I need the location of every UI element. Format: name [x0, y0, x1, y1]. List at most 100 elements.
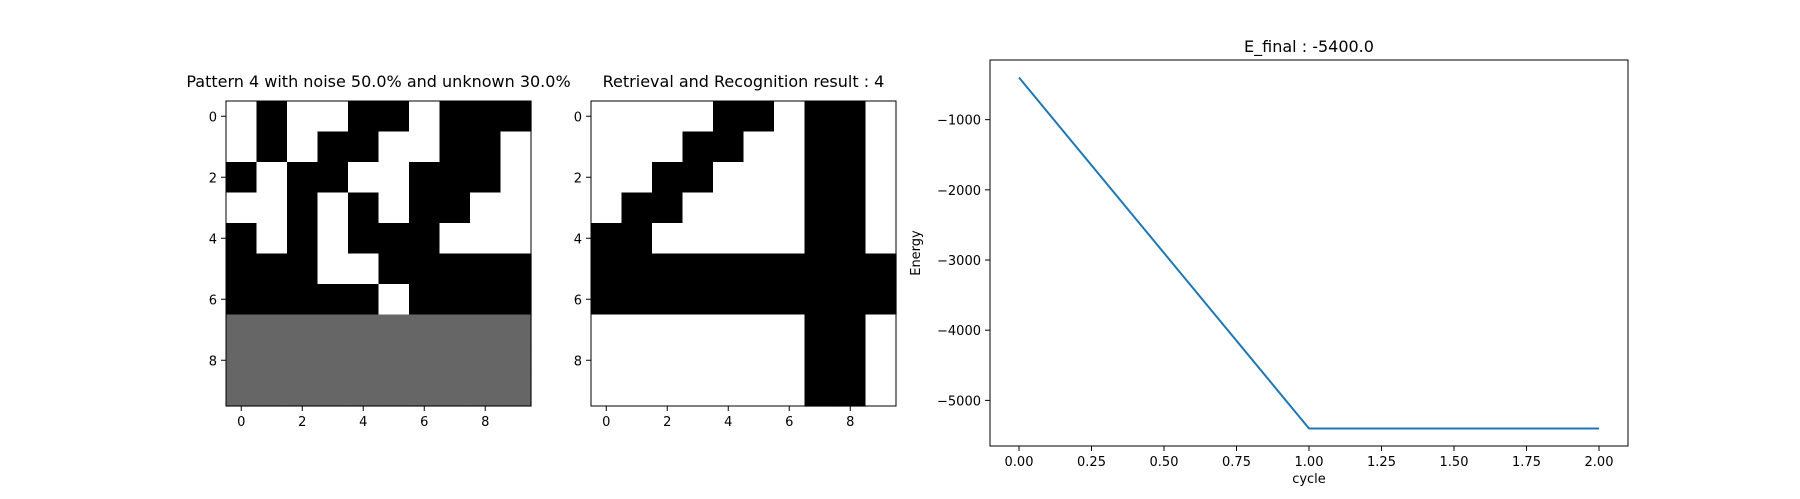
- y-tick-label: 2: [574, 171, 582, 186]
- heatmap-cell: [317, 101, 349, 133]
- heatmap-cell: [682, 375, 714, 407]
- heatmap-cell: [865, 314, 897, 346]
- heatmap-cell: [835, 253, 867, 285]
- heatmap-cell: [835, 223, 867, 255]
- heatmap-cell: [835, 101, 867, 133]
- heatmap-cell: [287, 223, 319, 255]
- heatmap-cell: [500, 314, 532, 346]
- heatmap-cell: [713, 223, 745, 255]
- heatmap-cell: [743, 253, 775, 285]
- heatmap-cell: [439, 314, 471, 346]
- y-tick-label: 0: [209, 110, 217, 125]
- heatmap-cell: [470, 253, 502, 285]
- heatmap-cell: [835, 192, 867, 224]
- heatmap-cell: [378, 284, 410, 316]
- heatmap-cell: [348, 223, 380, 255]
- heatmap-cell: [348, 131, 380, 163]
- heatmap-cell: [470, 162, 502, 194]
- heatmap-cell: [591, 223, 623, 255]
- heatmap-cell: [256, 192, 288, 224]
- y-tick-label: −1000: [937, 114, 981, 129]
- heatmap-cell: [804, 223, 836, 255]
- heatmap-cell: [317, 375, 349, 407]
- heatmap-cell: [621, 375, 653, 407]
- heatmap-cell: [774, 192, 806, 224]
- heatmap-cell: [865, 375, 897, 407]
- heatmap-cell: [409, 131, 441, 163]
- heatmap-cell: [743, 101, 775, 133]
- heatmap-cell: [682, 101, 714, 133]
- heatmap-cell: [226, 223, 258, 255]
- heatmap-frame: [225, 100, 532, 407]
- y-tick-label: 8: [209, 354, 217, 369]
- x-tick-label: 2.00: [1585, 455, 1614, 470]
- heatmap-cell: [409, 101, 441, 133]
- heatmap-cell: [652, 101, 684, 133]
- heatmap-cell: [865, 284, 897, 316]
- heatmap-cell: [500, 162, 532, 194]
- heatmap-cell: [470, 314, 502, 346]
- heatmap-cell: [774, 375, 806, 407]
- heatmap-cell: [317, 223, 349, 255]
- heatmap-cell: [500, 345, 532, 377]
- x-tick-label: 2: [298, 415, 306, 430]
- heatmap-cell: [743, 223, 775, 255]
- heatmap-cell: [591, 162, 623, 194]
- heatmap-cell: [804, 253, 836, 285]
- heatmap-cell: [591, 131, 623, 163]
- heatmap-cell: [287, 253, 319, 285]
- heatmap-cell: [774, 162, 806, 194]
- heatmap-cell: [226, 192, 258, 224]
- heatmap-cell: [348, 375, 380, 407]
- heatmap-cell: [835, 345, 867, 377]
- y-tick-label: 0: [574, 110, 582, 125]
- heatmap-cell: [439, 223, 471, 255]
- heatmap-cell: [226, 131, 258, 163]
- heatmap-cell: [226, 253, 258, 285]
- heatmap-cell: [287, 284, 319, 316]
- heatmap-cell: [682, 314, 714, 346]
- x-tick-label: 0: [237, 415, 245, 430]
- x-tick-label: 0.00: [1005, 455, 1034, 470]
- heatmap-cell: [865, 101, 897, 133]
- heatmap-cell: [256, 314, 288, 346]
- x-tick-label: 8: [846, 415, 854, 430]
- heatmap-cell: [317, 131, 349, 163]
- y-axis-label: Energy: [909, 230, 924, 276]
- heatmap-cell: [226, 101, 258, 133]
- x-tick-label: 1.75: [1512, 455, 1541, 470]
- heatmap-cell: [713, 162, 745, 194]
- heatmap-cell: [317, 314, 349, 346]
- heatmap-cell: [652, 345, 684, 377]
- heatmap-cell: [743, 345, 775, 377]
- heatmap-cell: [500, 131, 532, 163]
- heatmap-cell: [621, 131, 653, 163]
- x-tick-label: 8: [481, 415, 489, 430]
- heatmap-cell: [652, 375, 684, 407]
- heatmap-cell: [470, 284, 502, 316]
- heatmap-cell: [348, 314, 380, 346]
- heatmap-cell: [774, 345, 806, 377]
- heatmap-cell: [409, 253, 441, 285]
- heatmap-cell: [378, 131, 410, 163]
- heatmap-cell: [439, 345, 471, 377]
- heatmap-cell: [226, 284, 258, 316]
- energy-line: [1018, 76, 1599, 430]
- heatmap-cell: [439, 253, 471, 285]
- heatmap-title: Retrieval and Recognition result : 4: [603, 72, 885, 91]
- heatmap-cell: [378, 162, 410, 194]
- heatmap-cell: [743, 375, 775, 407]
- x-tick-label: 4: [724, 415, 732, 430]
- heatmap-cell: [652, 284, 684, 316]
- heatmap-cell: [439, 284, 471, 316]
- y-tick-label: −5000: [937, 394, 981, 409]
- heatmap-cell: [865, 223, 897, 255]
- heatmap-cell: [865, 253, 897, 285]
- heatmap-cell: [591, 101, 623, 133]
- heatmap-cell: [682, 131, 714, 163]
- heatmap-cell: [409, 223, 441, 255]
- y-tick-label: 4: [574, 232, 582, 247]
- heatmap-cell: [470, 223, 502, 255]
- heatmap-cell: [226, 375, 258, 407]
